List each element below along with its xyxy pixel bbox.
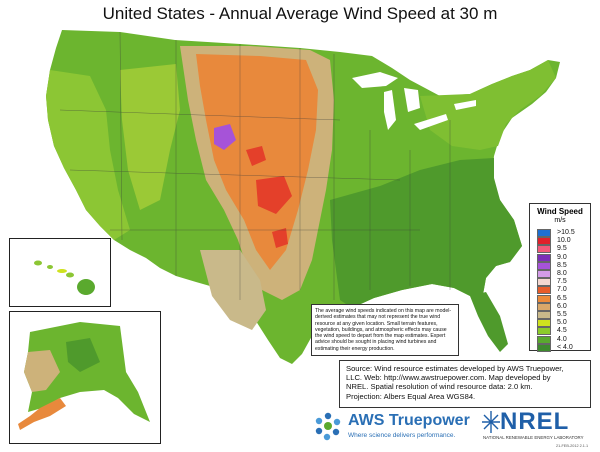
legend-label: 8.0 (557, 270, 567, 277)
legend-row: 8.0 (537, 270, 589, 278)
legend-label: 10.0 (557, 237, 571, 245)
texas-tan-region (200, 250, 266, 330)
nrel-tagline: NATIONAL RENEWABLE ENERGY LABORATORY (483, 435, 584, 440)
legend-label: 4.5 (557, 327, 567, 335)
legend-label: 7.0 (557, 286, 567, 294)
high-wind-red-patch (246, 146, 266, 166)
legend-row: 8.5 (537, 261, 589, 270)
alaska-map (18, 322, 150, 430)
hawaii-inset (9, 238, 111, 307)
legend-swatch (537, 245, 551, 254)
wind-speed-legend: Wind Speed m/s >10.5 10.0 9.5 9.0 8.5 8.0 7.5 7… (529, 203, 591, 352)
legend-row: 10.0 (537, 237, 589, 246)
legend-row: 9.0 (537, 253, 589, 262)
nrel-brand-name: NREL (500, 408, 570, 435)
legend-row: 4.5 (537, 327, 589, 336)
legend-row: >10.5 (537, 229, 589, 237)
state-borders (59, 31, 451, 300)
legend-units: m/s (554, 217, 566, 224)
hawaii-islands (34, 260, 95, 295)
legend-swatch (537, 286, 551, 295)
legend-row: 5.5 (537, 311, 589, 319)
disclaimer-note: The average wind speeds indicated on thi… (311, 304, 459, 356)
legend-row: 9.5 (537, 245, 589, 254)
legend-swatch (537, 229, 551, 237)
legend-label: 6.5 (557, 294, 567, 302)
legend-swatch (537, 335, 551, 344)
legend-row: 5.0 (537, 319, 589, 328)
legend-label: 9.5 (557, 245, 567, 253)
legend-swatch (537, 319, 551, 328)
legend-label: 5.0 (557, 319, 567, 327)
legend-label: 8.5 (557, 261, 567, 269)
legend-swatch (537, 253, 551, 262)
legend-label: 4.0 (557, 335, 567, 343)
florida-peninsula (470, 292, 508, 352)
rocky-mountain-region (120, 64, 180, 210)
west-coast-region (46, 70, 130, 240)
legend-label: >10.5 (557, 229, 575, 236)
footer-code: 21-FEB-2012 2.1.1 (556, 444, 589, 448)
legend-swatch (537, 294, 551, 303)
legend-swatch (537, 237, 551, 246)
source-line: Source: Wind resource estimates develope… (346, 364, 564, 373)
page-title: United States - Annual Average Wind Spee… (102, 4, 498, 23)
legend-title: Wind Speed (537, 207, 583, 216)
lake-huron (404, 88, 420, 112)
source-line: NREL. Spatial resolution of wind resourc… (346, 382, 533, 392)
lake-michigan (384, 90, 396, 130)
lake-superior (352, 72, 398, 88)
legend-swatch (537, 343, 551, 352)
aws-brand-name: AWS Truepower (348, 412, 470, 429)
legend-swatch (537, 278, 551, 287)
nrel-sun-icon (482, 411, 500, 433)
source-line: LLC. Web: http://www.awstruepower.com. M… (346, 373, 551, 383)
legend-row: 6.5 (537, 294, 589, 303)
legend-label: 7.5 (557, 278, 567, 286)
lake-erie (414, 114, 448, 130)
lake-ontario (454, 100, 476, 110)
legend-label: 6.0 (557, 302, 567, 310)
source-line: Projection: Albers Equal Area WGS84. (346, 391, 476, 401)
legend-label: < 4.0 (557, 343, 573, 351)
alaska-inset (9, 311, 161, 444)
legend-swatch (537, 302, 551, 311)
legend-swatch (537, 327, 551, 336)
high-wind-red-patch (272, 228, 288, 248)
aws-tagline: Where science delivers performance. (348, 432, 456, 439)
legend-row: 6.0 (537, 302, 589, 311)
source-note: Source: Wind resource estimates develope… (339, 360, 591, 408)
legend-swatch (537, 270, 551, 278)
very-high-wind-purple-patch (214, 124, 236, 150)
legend-label: 9.0 (557, 253, 567, 261)
legend-row: 7.5 (537, 278, 589, 287)
legend-label: 5.5 (557, 311, 567, 318)
legend-swatch (537, 311, 551, 319)
legend-swatch (537, 261, 551, 270)
legend-row: 7.0 (537, 286, 589, 295)
southeast-low-wind-region (330, 158, 522, 308)
aws-swirl-icon (315, 412, 341, 441)
high-wind-red-patch (256, 176, 292, 214)
northeast-region (420, 60, 556, 150)
aws-truepower-logo: AWS Truepower Where science delivers per… (312, 410, 482, 444)
legend-row: 4.0 (537, 335, 589, 344)
nrel-logo: NREL NATIONAL RENEWABLE ENERGY LABORATOR… (482, 408, 594, 444)
legend-row: < 4.0 (537, 343, 589, 352)
